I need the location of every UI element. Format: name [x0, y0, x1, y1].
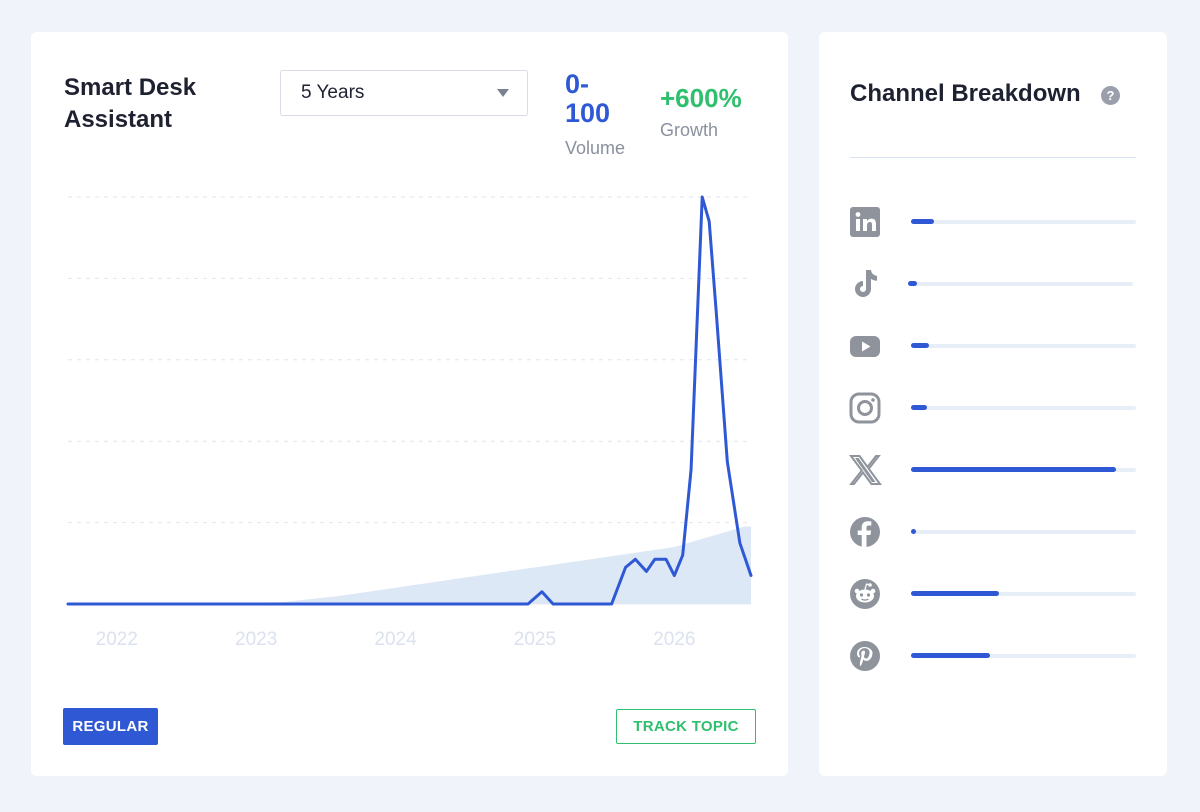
- share-bar-fill: [911, 653, 990, 658]
- youtube-icon: [847, 328, 883, 364]
- share-bar-track: [911, 467, 1136, 472]
- trend-chart: 2022 2023 2024 2025 2026: [66, 195, 753, 650]
- share-bar-track: [908, 281, 1133, 286]
- share-bar-fill: [911, 467, 1116, 472]
- pinterest-icon: [847, 638, 883, 674]
- channel-row-pinterest: [847, 634, 1139, 674]
- x-tick-label: 2026: [653, 629, 695, 650]
- channel-breakdown-title: Channel Breakdown: [850, 80, 1081, 107]
- channel-row-linkedin: [847, 200, 1139, 240]
- share-bar-track: [911, 219, 1136, 224]
- channel-row-facebook: [847, 510, 1139, 550]
- channel-row-instagram: [847, 386, 1139, 426]
- x-tick-label: 2024: [374, 629, 417, 650]
- divider: [850, 157, 1136, 158]
- reddit-icon: [847, 576, 883, 612]
- share-bar-track: [911, 343, 1136, 348]
- share-bar-fill: [911, 591, 999, 596]
- help-icon[interactable]: ?: [1101, 86, 1120, 105]
- growth-value: +600%: [660, 83, 742, 113]
- x-tick-label: 2022: [96, 629, 138, 650]
- chevron-down-icon: [497, 89, 509, 97]
- channel-row-x: [847, 448, 1139, 488]
- volume-value: 0-100: [565, 69, 611, 128]
- channel-row-tiktok: [847, 262, 1139, 302]
- x-tick-label: 2023: [235, 629, 277, 650]
- topic-title: Smart Desk Assistant: [64, 74, 197, 133]
- share-bar-track: [911, 529, 1136, 534]
- growth-stat: +600% Growth: [660, 82, 742, 141]
- share-bar-track: [911, 653, 1136, 658]
- tiktok-icon: [847, 266, 883, 302]
- share-bar-track: [911, 405, 1136, 410]
- x-tick-label: 2025: [514, 629, 556, 650]
- facebook-icon: [847, 514, 883, 550]
- share-bar-fill: [911, 219, 934, 224]
- share-bar-track: [911, 591, 1136, 596]
- instagram-icon: [847, 390, 883, 426]
- share-bar-fill: [911, 529, 916, 534]
- channel-breakdown-card: Channel Breakdown ?: [819, 32, 1167, 776]
- volume-line: [66, 195, 753, 606]
- share-bar-fill: [908, 281, 917, 286]
- trend-card: Smart Desk Assistant 5 Years 0-100 Volum…: [31, 32, 788, 776]
- track-topic-button[interactable]: TRACK TOPIC: [616, 709, 756, 744]
- regular-button[interactable]: REGULAR: [63, 708, 158, 745]
- growth-label: Growth: [660, 120, 719, 140]
- share-bar-fill: [911, 343, 929, 348]
- share-bar-fill: [911, 405, 927, 410]
- x-icon: [847, 452, 883, 488]
- timeframe-select[interactable]: 5 Years: [280, 70, 528, 116]
- timeframe-value: 5 Years: [301, 82, 365, 103]
- channel-row-youtube: [847, 324, 1139, 364]
- volume-label: Volume: [565, 138, 626, 158]
- trend-area: [68, 526, 751, 604]
- volume-stat: 0-100 Volume: [565, 70, 625, 159]
- linkedin-icon: [847, 204, 883, 240]
- channel-row-reddit: [847, 572, 1139, 612]
